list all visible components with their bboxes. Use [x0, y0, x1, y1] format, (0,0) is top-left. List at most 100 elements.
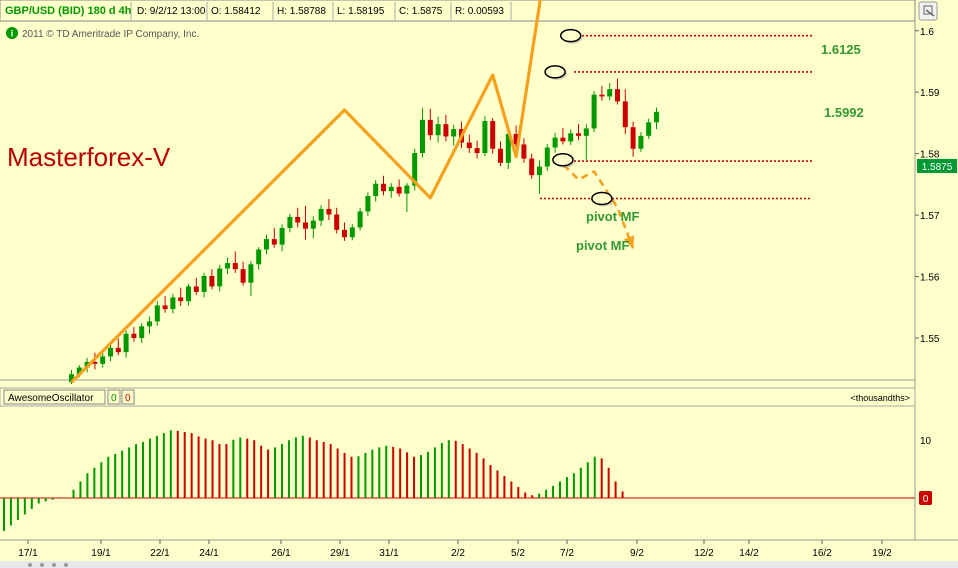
indicator-units: <thousandths>: [850, 393, 910, 403]
candle: [521, 138, 527, 163]
candle: [162, 296, 168, 313]
candle: [201, 272, 207, 298]
candle: [256, 247, 262, 270]
time-tick-label: 14/2: [739, 548, 759, 559]
candle: [451, 124, 457, 146]
candle: [147, 316, 152, 334]
time-axis: 17/1 19/1 22/1 24/1 26/1 29/1 31/1 2/2 5/2 7/2 9/2…: [18, 540, 892, 559]
candle: [420, 108, 425, 158]
indicator-name-box[interactable]: [3, 389, 106, 405]
readout-field: R: 0.00593: [455, 6, 504, 17]
candle: [505, 130, 511, 170]
indicator-name: AwesomeOscillator: [8, 393, 94, 404]
candle: [217, 264, 223, 292]
candle: [357, 207, 363, 231]
readout-field: H: 1.58788: [277, 6, 326, 17]
level-lines: [540, 34, 812, 200]
level-label-2: 1.5992: [824, 105, 864, 120]
time-tick-label: 2/2: [451, 548, 465, 559]
header-bar: GBP/USD (BID) 180 d 4h D: 9/2/12 13:00 O:…: [0, 0, 916, 22]
candle: [225, 257, 230, 275]
candle: [560, 127, 566, 145]
candle: [607, 82, 613, 101]
current-price-value: 1.5875: [922, 162, 953, 173]
candle: [537, 160, 542, 194]
candle: [193, 277, 199, 295]
time-tick-label: 7/2: [560, 548, 574, 559]
candle: [576, 124, 581, 141]
candle: [529, 153, 535, 179]
candle: [178, 287, 184, 307]
current-price-tag: 1.5875: [917, 159, 957, 173]
candle: [568, 129, 574, 146]
candle: [271, 228, 277, 248]
indicator-value-down: 0: [125, 393, 131, 404]
level-label-pivot-2: pivot MF: [576, 238, 629, 253]
time-tick-label: 29/1: [330, 548, 350, 559]
time-tick-label: 26/1: [271, 548, 291, 559]
candle: [482, 116, 488, 157]
time-tick-label: 17/1: [18, 548, 38, 559]
ellipse-marker: [552, 153, 574, 167]
candle: [100, 353, 106, 368]
candle: [139, 323, 145, 343]
candle: [287, 213, 293, 233]
readout-field: C: 1.5875: [399, 6, 443, 17]
readout-field: L: 1.58195: [337, 6, 385, 17]
oscillator-header: AwesomeOscillator 0 0 <thousandths>: [0, 387, 916, 407]
candle: [279, 224, 285, 252]
candle: [443, 114, 449, 142]
candle: [583, 124, 589, 160]
candle: [513, 125, 519, 148]
oscillator-pane[interactable]: [0, 430, 915, 531]
symbol-label: GBP/USD (BID) 180 d 4h: [5, 5, 132, 17]
candle: [490, 118, 496, 154]
candle: [373, 180, 379, 202]
status-strip: [0, 561, 958, 568]
price-tick-label: 1.59: [920, 88, 940, 99]
candle: [544, 143, 550, 171]
chart-settings-button[interactable]: [918, 1, 938, 21]
price-tick-label: 1.58: [920, 150, 940, 161]
candle: [388, 183, 394, 198]
candle: [170, 293, 176, 314]
price-pane[interactable]: [0, 0, 916, 540]
candle: [646, 118, 652, 139]
price-tick-label: 1.56: [920, 273, 940, 284]
price-tick-label: 1.55: [920, 334, 940, 345]
candle: [186, 283, 191, 306]
candle: [342, 222, 347, 241]
candle: [209, 269, 215, 290]
time-tick-label: 22/1: [150, 548, 170, 559]
time-tick-label: 24/1: [199, 548, 219, 559]
candle: [630, 121, 636, 157]
candle: [326, 199, 332, 221]
level-label-pivot-1: pivot MF: [586, 209, 639, 224]
copyright: i 2011 © TD Ameritrade IP Company, Inc.: [6, 27, 199, 40]
candle: [248, 261, 254, 297]
candle: [123, 330, 129, 358]
pattern-lines: [70, 0, 635, 384]
candle: [303, 205, 308, 240]
candle: [365, 192, 371, 216]
candle: [474, 140, 480, 159]
projection-line: [554, 155, 635, 249]
candle: [498, 141, 503, 166]
ellipse-marker: [591, 191, 613, 206]
time-tick-label: 16/2: [812, 548, 832, 559]
oscillator-bars: [3, 430, 624, 531]
candle: [466, 134, 472, 154]
candle: [435, 116, 441, 143]
time-tick-label: 19/2: [872, 548, 892, 559]
price-tick-label: 1.6: [920, 27, 934, 38]
svg-text:i: i: [11, 29, 14, 39]
ohlc-readout: D: 9/2/12 13:00 O: 1.58412 H: 1.58788 L: 1.…: [137, 2, 512, 20]
candle: [552, 132, 558, 153]
candle: [318, 205, 324, 227]
ellipse-marker: [559, 28, 582, 43]
candle: [622, 89, 628, 134]
candle: [108, 344, 113, 362]
price-axis: 1.611.61.591.581.571.561.55: [915, 27, 940, 345]
time-tick-label: 19/1: [91, 548, 111, 559]
